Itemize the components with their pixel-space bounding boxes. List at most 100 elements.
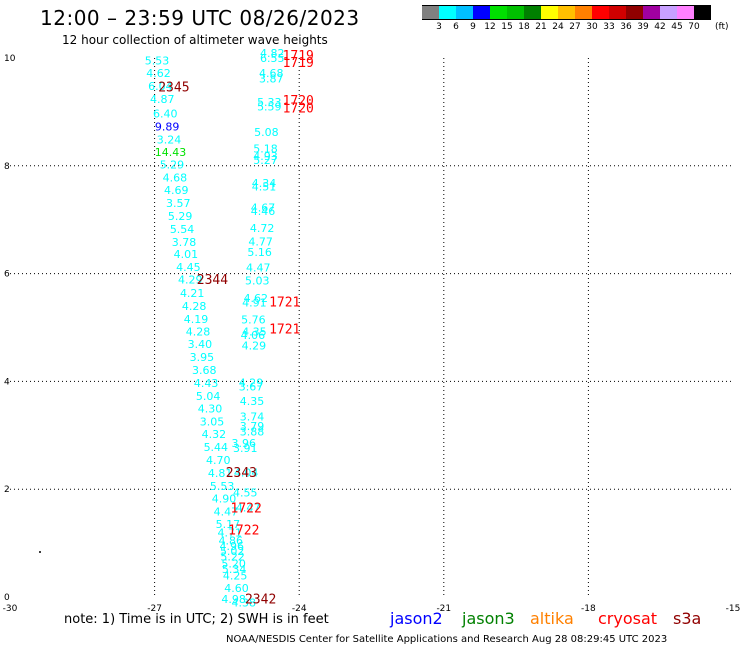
- color-scale-unit: (ft): [715, 22, 729, 32]
- wave-height-label: 4.91: [242, 297, 267, 310]
- color-scale-swatch: [558, 5, 575, 20]
- wave-height-label: 9.89: [155, 120, 180, 133]
- color-scale-label: 27: [569, 22, 581, 32]
- wave-height-label: 4.51: [252, 180, 277, 193]
- wave-height-label: 5.29: [160, 159, 185, 172]
- wave-height-label: 5.76: [241, 313, 266, 326]
- wave-height-label: 3.96: [232, 437, 257, 450]
- color-scale-swatch: [456, 5, 473, 20]
- wave-height-label: 5.53: [145, 55, 170, 68]
- legend-altika: altika: [530, 609, 574, 628]
- pass-time-label: 2342: [245, 593, 276, 608]
- color-scale-swatch: [490, 5, 507, 20]
- color-scale-label: 30: [586, 22, 598, 32]
- wave-height-label: 3.95: [190, 351, 215, 364]
- color-scale-swatch: [422, 5, 439, 20]
- pass-time-label: 1719: [283, 49, 314, 64]
- wave-height-label: 4.96: [219, 540, 244, 553]
- wave-height-label: 4.30: [198, 402, 223, 415]
- color-scale-label: 9: [470, 22, 476, 32]
- wave-height-label: 4.47: [246, 262, 271, 275]
- wave-height-label: 5.18: [253, 143, 278, 156]
- color-scale-swatch: [473, 5, 490, 20]
- y-tick-label: 2: [4, 485, 10, 495]
- wave-height-label: 4.93: [253, 150, 278, 163]
- pass-time-label: 1720: [283, 94, 314, 109]
- wave-height-label: 4.19: [184, 313, 209, 326]
- wave-height-label: 5.59: [257, 101, 282, 114]
- color-scale-label: 21: [535, 22, 547, 32]
- x-tick-label: -15: [726, 604, 740, 614]
- wave-height-label: 4.82: [260, 47, 285, 60]
- wave-height-label: 6.40: [153, 108, 178, 121]
- color-scale-label: 6: [453, 22, 459, 32]
- color-scale-swatch: [643, 5, 660, 20]
- wave-height-label: 4.25: [223, 569, 248, 582]
- wave-height-label: 4.38: [232, 596, 257, 609]
- wave-height-label: 5.03: [245, 275, 270, 288]
- wave-height-label: 5.44: [204, 441, 229, 454]
- x-tick-label: -18: [581, 604, 596, 614]
- x-tick-label: -24: [292, 604, 307, 614]
- wave-height-label: 4.87: [150, 93, 175, 106]
- wave-height-label: 5.04: [196, 390, 221, 403]
- wave-height-label: 4.34: [252, 177, 277, 190]
- wave-height-label: 4.45: [176, 261, 201, 274]
- wave-height-label: 5.27: [253, 154, 278, 167]
- wave-height-label: 4.72: [250, 222, 275, 235]
- wave-height-label: 4.46: [251, 205, 276, 218]
- wave-height-label: 4.68: [259, 67, 284, 80]
- wave-height-label: 4.43: [194, 377, 219, 390]
- wave-height-label: 4.68: [163, 172, 188, 185]
- pass-time-label: 2345: [158, 81, 189, 96]
- wave-height-label: 4.81: [208, 467, 233, 480]
- wave-height-label: 3.67: [239, 380, 264, 393]
- color-scale-swatch: [660, 5, 677, 20]
- wave-height-label: 4.47: [236, 502, 261, 515]
- pass-time-label: 1722: [228, 524, 259, 539]
- color-scale-swatch: [694, 5, 711, 20]
- wave-height-label: 4.35: [242, 325, 267, 338]
- wave-height-label: 4.29: [242, 339, 267, 352]
- wave-height-label: 4.55: [233, 486, 258, 499]
- color-scale-swatch: [524, 5, 541, 20]
- legend-s3a: s3a: [673, 609, 702, 628]
- wave-height-label: 4.06: [241, 329, 266, 342]
- color-scale-swatch: [507, 5, 524, 20]
- wave-height-label: 4.67: [251, 201, 276, 214]
- pass-time-label: 1722: [231, 502, 262, 517]
- color-scale-swatch: [677, 5, 694, 20]
- wave-height-label: 4.29: [178, 274, 203, 287]
- color-scale-label: 18: [518, 22, 530, 32]
- color-scale-label: 39: [637, 22, 649, 32]
- wave-height-label: 3.79: [240, 420, 265, 433]
- pass-time-label: 1720: [283, 102, 314, 117]
- x-tick-label: -30: [3, 604, 18, 614]
- wave-height-label: 5.08: [254, 126, 279, 139]
- y-tick-label: 8: [4, 162, 10, 172]
- wave-height-label: 5.54: [170, 223, 195, 236]
- wave-height-label: 4.69: [164, 184, 189, 197]
- x-tick-label: -21: [436, 604, 451, 614]
- wave-height-label: 3.57: [166, 197, 191, 210]
- wave-height-label: 3.87: [259, 72, 284, 85]
- color-scale-label: 3: [436, 22, 442, 32]
- color-scale-label: 42: [654, 22, 666, 32]
- pass-time-label: 1719: [283, 56, 314, 71]
- color-scale-label: 45: [671, 22, 683, 32]
- pass-time-label: 1721: [269, 296, 300, 311]
- color-scale-swatch: [575, 5, 592, 20]
- color-scale-label: 70: [688, 22, 700, 32]
- color-scale-label: 33: [603, 22, 615, 32]
- wave-height-label: 4.62: [244, 292, 269, 305]
- color-scale-swatch: [626, 5, 643, 20]
- wave-height-label: 4.70: [206, 454, 231, 467]
- wave-height-label: 3.88: [240, 426, 265, 439]
- y-tick-label: 6: [4, 270, 10, 280]
- wave-height-label: 4.28: [186, 325, 211, 338]
- wave-height-label: 3.68: [192, 364, 217, 377]
- wave-height-label: 4.04: [234, 466, 259, 479]
- wave-height-label: 4.86: [219, 534, 244, 547]
- wave-height-label: 5.17: [216, 518, 241, 531]
- legend-jason2: jason2: [390, 609, 443, 628]
